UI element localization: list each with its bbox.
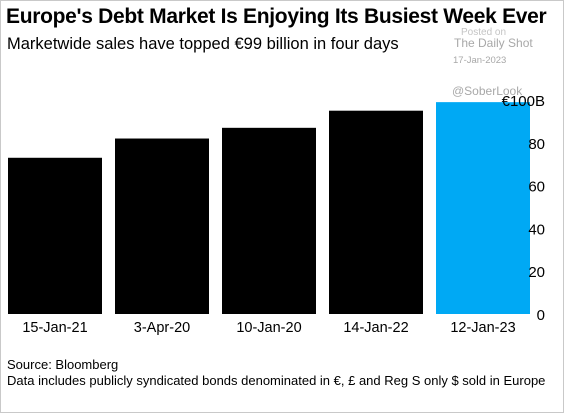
chart-subtitle: Marketwide sales have topped €99 billion… (7, 35, 399, 53)
bar-12-Jan-23 (436, 102, 530, 314)
bar-10-Jan-20 (222, 127, 316, 314)
bar-15-Jan-21 (8, 157, 102, 314)
x-tick-label-10-Jan-20: 10-Jan-20 (236, 320, 301, 336)
bar-14-Jan-22 (329, 110, 423, 314)
x-tick-label-12-Jan-23: 12-Jan-23 (450, 320, 515, 336)
bar-3-Apr-20 (115, 138, 209, 314)
x-tick-label-3-Apr-20: 3-Apr-20 (134, 320, 190, 336)
y-tick-label-60: 60 (528, 179, 545, 196)
y-tick-label-20: 20 (528, 264, 545, 281)
data-note: Data includes publicly syndicated bonds … (7, 372, 546, 388)
x-tick-label-15-Jan-21: 15-Jan-21 (22, 320, 87, 336)
source-note: Source: Bloomberg (7, 357, 119, 372)
x-tick-label-14-Jan-22: 14-Jan-22 (343, 320, 408, 336)
y-tick-label-100: €100B (502, 93, 545, 110)
chart-title: Europe's Debt Market Is Enjoying Its Bus… (6, 5, 547, 28)
y-tick-label-40: 40 (528, 221, 545, 238)
watermark-posted: Posted on (461, 27, 507, 38)
watermark-handle: @SoberLook (452, 84, 523, 98)
watermark-date: 17-Jan-2023 (453, 55, 507, 66)
y-tick-label-0: 0 (537, 307, 545, 324)
watermark-name: The Daily Shot (454, 36, 533, 50)
chart-footer: Source: Bloomberg Data includes publicly… (7, 357, 557, 388)
y-tick-label-80: 80 (528, 136, 545, 153)
